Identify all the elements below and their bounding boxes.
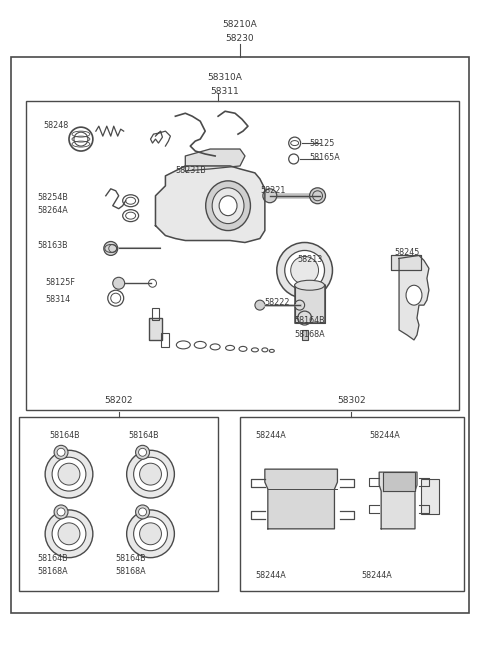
Circle shape bbox=[136, 445, 150, 459]
Circle shape bbox=[140, 523, 161, 545]
Text: 58231B: 58231B bbox=[175, 166, 206, 175]
Ellipse shape bbox=[206, 181, 251, 231]
Circle shape bbox=[58, 523, 80, 545]
Polygon shape bbox=[399, 255, 429, 340]
Bar bbox=[26, 102, 459, 409]
Text: 58264A: 58264A bbox=[37, 206, 68, 215]
Polygon shape bbox=[379, 472, 417, 529]
Text: 58168A: 58168A bbox=[116, 567, 146, 576]
Text: 58164B: 58164B bbox=[49, 432, 80, 440]
Circle shape bbox=[52, 457, 86, 491]
Circle shape bbox=[263, 189, 277, 203]
Text: 58165A: 58165A bbox=[310, 153, 340, 162]
Text: 58248: 58248 bbox=[43, 121, 68, 130]
Bar bbox=[391, 255, 421, 271]
Circle shape bbox=[54, 505, 68, 519]
Text: 58310A: 58310A bbox=[208, 73, 242, 83]
Circle shape bbox=[277, 242, 333, 298]
Bar bbox=[301, 330, 308, 340]
Ellipse shape bbox=[406, 285, 422, 305]
Circle shape bbox=[133, 517, 168, 551]
Ellipse shape bbox=[295, 280, 324, 290]
Circle shape bbox=[104, 242, 118, 255]
Text: 58244A: 58244A bbox=[369, 432, 400, 440]
Text: 58163B: 58163B bbox=[37, 240, 68, 250]
Text: 58230: 58230 bbox=[226, 33, 254, 43]
Bar bbox=[19, 417, 218, 591]
Text: 58254B: 58254B bbox=[37, 193, 68, 202]
Circle shape bbox=[139, 448, 146, 457]
Bar bbox=[240, 417, 464, 591]
Text: 58164B: 58164B bbox=[295, 316, 325, 325]
Polygon shape bbox=[156, 166, 265, 242]
Text: 58245: 58245 bbox=[394, 248, 420, 257]
Circle shape bbox=[127, 450, 174, 498]
Circle shape bbox=[45, 450, 93, 498]
Text: 58221: 58221 bbox=[260, 186, 285, 195]
Text: 58168A: 58168A bbox=[37, 567, 68, 576]
Text: 58202: 58202 bbox=[105, 396, 133, 405]
Bar bbox=[152, 308, 159, 320]
Circle shape bbox=[45, 510, 93, 557]
Polygon shape bbox=[265, 469, 337, 529]
Bar bbox=[148, 318, 162, 340]
Polygon shape bbox=[383, 472, 415, 491]
Circle shape bbox=[255, 300, 265, 310]
Text: 58244A: 58244A bbox=[255, 571, 286, 580]
Bar bbox=[295, 285, 324, 323]
Circle shape bbox=[139, 508, 146, 516]
Circle shape bbox=[140, 463, 161, 485]
Text: 58314: 58314 bbox=[45, 295, 70, 304]
Bar bbox=[148, 318, 162, 340]
Circle shape bbox=[113, 277, 125, 290]
Bar bbox=[12, 56, 468, 613]
Circle shape bbox=[57, 448, 65, 457]
Bar bbox=[421, 479, 439, 514]
Circle shape bbox=[310, 188, 325, 204]
Text: 58164B: 58164B bbox=[37, 553, 68, 563]
Text: 58210A: 58210A bbox=[223, 20, 257, 29]
Circle shape bbox=[285, 250, 324, 290]
Circle shape bbox=[58, 463, 80, 485]
Polygon shape bbox=[185, 149, 245, 171]
Bar bbox=[295, 285, 324, 323]
Circle shape bbox=[291, 256, 319, 284]
Circle shape bbox=[133, 457, 168, 491]
Text: 58244A: 58244A bbox=[361, 571, 392, 580]
Text: 58222: 58222 bbox=[265, 298, 290, 307]
Text: 58244A: 58244A bbox=[255, 432, 286, 440]
Text: 58213: 58213 bbox=[298, 255, 323, 265]
Text: 58311: 58311 bbox=[211, 87, 240, 96]
Text: 58164B: 58164B bbox=[116, 553, 146, 563]
Circle shape bbox=[54, 445, 68, 459]
Ellipse shape bbox=[219, 196, 237, 215]
Text: 58302: 58302 bbox=[337, 396, 366, 405]
Text: 58164B: 58164B bbox=[129, 432, 159, 440]
Circle shape bbox=[136, 505, 150, 519]
Circle shape bbox=[52, 517, 86, 551]
Circle shape bbox=[57, 508, 65, 516]
Bar bbox=[391, 255, 421, 271]
Bar bbox=[161, 333, 169, 347]
Circle shape bbox=[127, 510, 174, 557]
Ellipse shape bbox=[212, 188, 244, 223]
Text: 58168A: 58168A bbox=[295, 330, 325, 339]
Text: 58125F: 58125F bbox=[45, 278, 75, 288]
Text: 58125: 58125 bbox=[310, 139, 335, 148]
